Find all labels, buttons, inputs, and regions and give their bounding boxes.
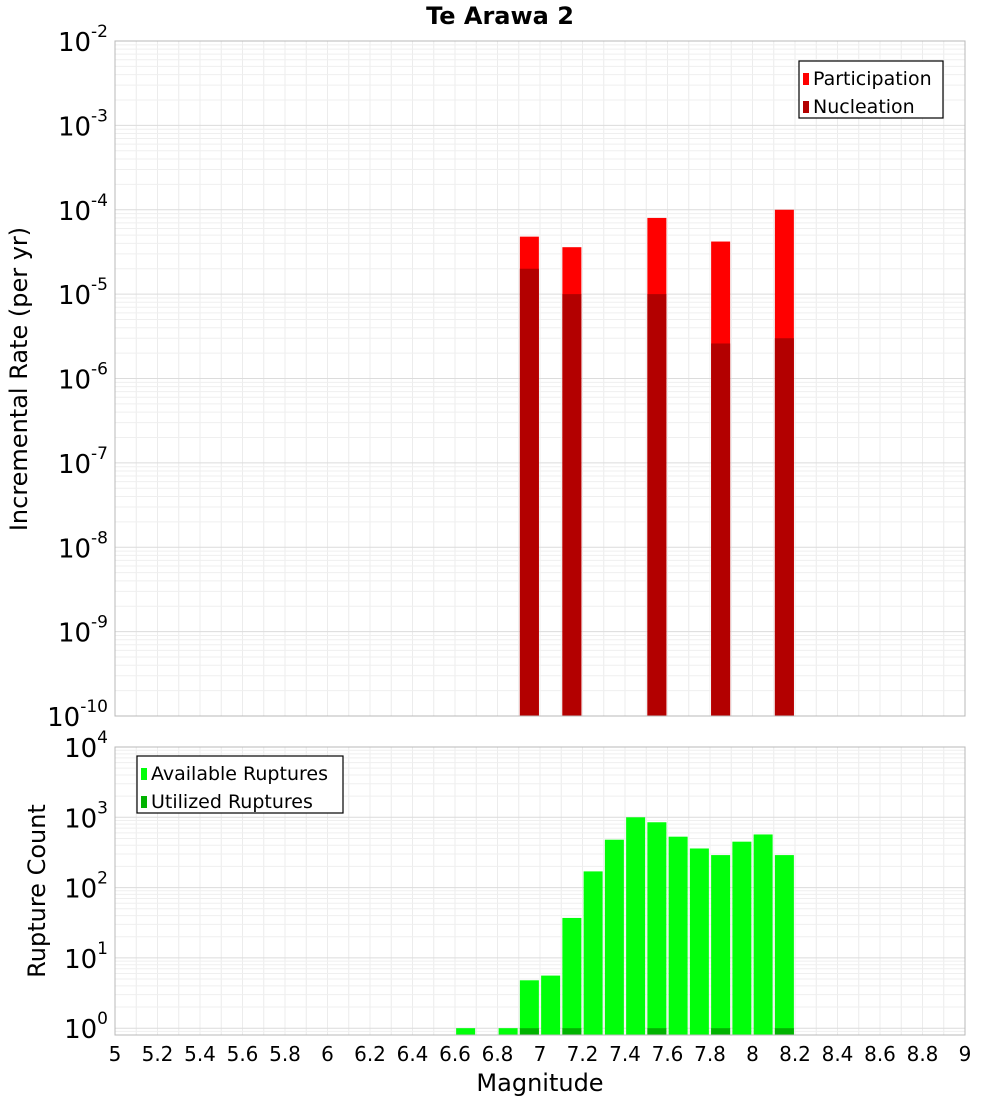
y-tick-label: 10-10 [47,697,108,733]
count-bar-available-ruptures [689,848,709,1035]
y-tick-label: 104 [64,728,108,764]
x-axis-title: Magnitude [476,1069,603,1097]
count-bar-available-ruptures [498,1028,518,1035]
x-tick-label: 5.6 [227,1042,259,1066]
x-tick-label: 8 [746,1042,759,1066]
rate-bar-nucleation [562,294,582,716]
bottom-y-axis-title: Rupture Count [23,804,51,978]
x-tick-label: 8.4 [822,1042,854,1066]
y-tick-label: 10-3 [58,106,108,142]
plot-border [114,746,966,1036]
x-tick-label: 6 [321,1042,334,1066]
x-tick-label: 5.4 [184,1042,216,1066]
plot-border [114,40,966,717]
count-bar-utilized-ruptures [562,1028,582,1035]
y-tick-label: 10-7 [58,444,108,480]
y-tick-label: 10-8 [58,528,108,564]
legend-swatch [141,768,147,780]
y-tick-label: 10-5 [58,275,108,311]
legend-swatch [803,73,809,85]
legend: Participation Nucleation [798,60,944,119]
y-tick-label: 102 [64,869,108,905]
x-tick-label: 6.6 [439,1042,471,1066]
x-tick-label: 7.2 [567,1042,599,1066]
y-tick-label: 10-2 [58,22,108,58]
legend-label: Available Ruptures [151,763,328,785]
count-bar-available-ruptures [583,871,603,1035]
y-tick-label: 101 [64,939,108,975]
count-bar-available-ruptures [541,975,561,1035]
x-tick-label: 7.4 [609,1042,641,1066]
legend-swatch [141,796,147,808]
legend-label: Nucleation [813,96,915,118]
count-bar-available-ruptures [753,834,773,1035]
y-tick-label: 103 [64,798,108,834]
x-tick-label: 5 [109,1042,122,1066]
count-bar-available-ruptures [647,822,667,1035]
legend-box [798,60,944,119]
x-tick-label: 9 [959,1042,972,1066]
rate-bar-nucleation [711,343,731,716]
y-tick-label: 100 [64,1009,108,1045]
y-tick-label: 10-9 [58,613,108,649]
chart-title: Te Arawa 2 [426,2,574,30]
rate-bar-nucleation [774,338,794,716]
y-tick-label: 10-4 [58,191,108,227]
count-bar-utilized-ruptures [711,1028,731,1035]
count-bar-available-ruptures [604,839,624,1035]
rate-bar-nucleation [647,294,667,716]
count-bar-available-ruptures [519,980,539,1035]
count-bar-available-ruptures [774,855,794,1035]
legend-label: Participation [813,68,932,90]
legend-label: Utilized Ruptures [151,791,313,813]
x-tick-label: 7 [534,1042,547,1066]
count-bar-available-ruptures [732,841,752,1035]
legend-box [136,755,344,814]
count-bar-utilized-ruptures [647,1028,667,1035]
x-tick-label: 6.8 [482,1042,514,1066]
x-tick-label: 8.2 [779,1042,811,1066]
x-tick-label: 6.2 [354,1042,386,1066]
rate-bar-nucleation [519,268,539,716]
x-tick-label: 5.8 [269,1042,301,1066]
count-bar-available-ruptures [668,836,688,1035]
x-tick-label: 7.6 [652,1042,684,1066]
count-bar-available-ruptures [711,855,731,1035]
x-tick-label: 6.4 [397,1042,429,1066]
count-bar-utilized-ruptures [774,1028,794,1035]
count-bar-utilized-ruptures [519,1028,539,1035]
legend-swatch [803,101,809,113]
x-axis-ticks: 5 5.2 5.4 5.6 5.8 6 6.2 6.4 6.6 6.8 7 7.2 7.4 7.6 7.8 8… [109,1042,972,1066]
count-bar-available-ruptures [456,1028,476,1035]
y-tick-label: 10-6 [58,360,108,396]
legend: Available Ruptures Utilized Ruptures [136,755,344,814]
x-tick-label: 5.2 [142,1042,174,1066]
count-bar-available-ruptures [626,817,646,1035]
rupture-count-panel: 100 101 102 103 104 Available Ruptures Utilize… [64,728,966,1045]
x-tick-label: 8.6 [864,1042,896,1066]
top-y-axis-title: Incremental Rate (per yr) [5,227,33,531]
x-tick-label: 7.8 [694,1042,726,1066]
x-tick-label: 8.8 [907,1042,939,1066]
rate-panel: 10-10 10-9 10-8 10-7 10-6 10-5 10-4 10-3 10-2 Par… [47,22,966,733]
count-bar-available-ruptures [562,917,582,1035]
